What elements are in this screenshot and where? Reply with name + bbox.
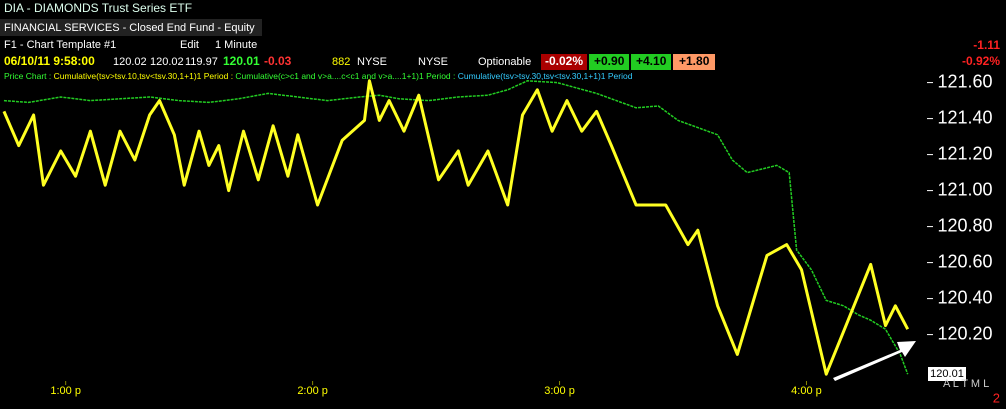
badge-bg	[541, 54, 587, 70]
datetime: 06/10/11 9:58:00	[4, 54, 95, 68]
edit-button[interactable]: Edit	[180, 39, 199, 51]
badge: +0.90	[594, 54, 625, 68]
y-tick-label: 120.80	[937, 215, 992, 235]
badge-bg	[673, 54, 715, 70]
series-line	[3, 80, 909, 375]
open: 120.02	[113, 56, 147, 68]
y-tick-label: 120.20	[937, 323, 992, 343]
y-tick-label: 121.60	[937, 71, 992, 91]
exchange2: NYSE	[418, 56, 448, 68]
annotation-arrow	[833, 341, 916, 381]
y-tick-label: 120.60	[937, 251, 992, 271]
x-tick-label: 1:00 p	[50, 385, 81, 397]
sector-bar	[0, 19, 262, 36]
high: 120.02	[150, 56, 184, 68]
volume: 882	[332, 56, 350, 68]
badge: +4.10	[636, 54, 667, 68]
badge-bg	[589, 54, 629, 70]
badge: +1.80	[679, 54, 710, 68]
bottom-letters: A L T M L	[943, 378, 989, 390]
template-menu[interactable]: F1 - Chart Template #1	[4, 39, 116, 51]
study: Cumulative(c>c1 and v>a....c<c1 and v>a.…	[235, 71, 457, 81]
y-tick-label: 120.40	[937, 287, 992, 307]
x-tick-label: 2:00 p	[297, 385, 328, 397]
bottom-num: 2	[993, 390, 1000, 405]
study-legend: Price Chart : Cumulative(tsv>tsv.10,tsv<…	[4, 71, 633, 81]
sector: FINANCIAL SERVICES - Closed End Fund - E…	[4, 22, 255, 34]
last: 120.01	[223, 54, 260, 68]
pct-change: -0.02%	[545, 54, 583, 68]
net-change: -1.11	[973, 38, 1000, 52]
plot: 120.20 120.40 120.60 120.80 121.00 121.20 121.…	[2, 71, 993, 397]
price-marker: 120.01	[930, 368, 964, 380]
y-tick-label: 121.00	[937, 179, 992, 199]
low: 119.97	[185, 56, 218, 68]
optionable: Optionable	[478, 56, 531, 68]
symbol: DIA - DIAMONDS Trust Series ETF	[4, 1, 192, 15]
study: Cumulative(tsv>tsv.10,tsv<tsv.30,1+1)1 P…	[54, 71, 236, 81]
exchange: NYSE	[357, 56, 387, 68]
series-line	[2, 79, 910, 376]
badge-bg	[631, 54, 671, 70]
change: -0.03	[264, 54, 292, 68]
price-marker-bg	[928, 367, 966, 381]
net-pct: -0.92%	[962, 54, 1000, 68]
interval-menu[interactable]: 1 Minute	[215, 39, 257, 51]
study: Cumulative(tsv>tsv.30,tsv<tsv.30,1+1)1 P…	[458, 71, 633, 81]
y-tick-label: 121.20	[937, 143, 992, 163]
y-tick-label: 121.40	[937, 107, 992, 127]
x-tick-label: 4:00 p	[791, 385, 822, 397]
x-tick-label: 3:00 p	[544, 385, 575, 397]
study-label: Price Chart :	[4, 71, 54, 81]
